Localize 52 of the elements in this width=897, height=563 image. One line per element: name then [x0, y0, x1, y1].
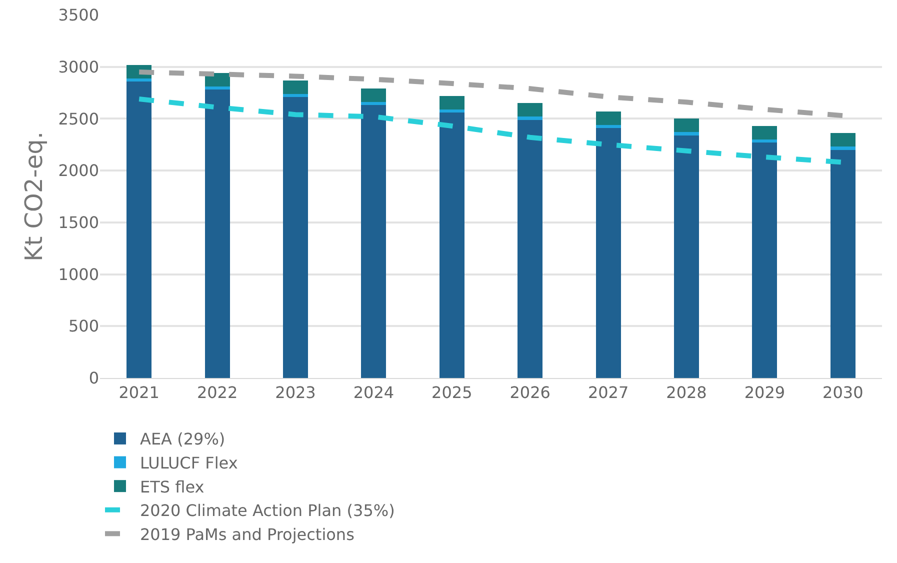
x-tick-label: 2030: [822, 383, 864, 402]
bar: [752, 126, 778, 140]
bar: [752, 142, 778, 378]
y-tick-label: 3000: [58, 57, 99, 76]
bar: [830, 133, 856, 147]
legend-label: LULUCF Flex: [140, 454, 238, 472]
legend-label: AEA (29%): [140, 430, 226, 449]
y-tick-label: 1500: [58, 213, 99, 232]
y-tick-label: 1000: [58, 264, 99, 284]
legend-label: 2020 Climate Action Plan (35%): [140, 501, 395, 520]
x-tick-label: 2025: [432, 383, 472, 402]
x-tick-label: 2022: [196, 383, 238, 402]
y-axis-title: Kt CO2-eq.: [20, 132, 48, 262]
y-tick-label: 2500: [58, 109, 99, 128]
bar: [439, 112, 464, 378]
bar: [674, 132, 700, 136]
x-tick-label: 2021: [118, 383, 160, 402]
bar: [518, 103, 543, 117]
y-tick-label: 500: [68, 316, 99, 336]
bar: [596, 111, 621, 125]
bar: [282, 96, 308, 378]
x-tick-label: 2027: [588, 383, 629, 402]
x-tick-label: 2026: [510, 383, 550, 402]
bar: [830, 150, 856, 378]
bar: [674, 118, 700, 132]
bar: [204, 90, 230, 378]
bar: [282, 80, 308, 94]
bar: [518, 116, 543, 120]
x-tick-label: 2028: [666, 383, 707, 402]
bar: [596, 128, 621, 378]
bar: [674, 135, 700, 378]
legend-label: ETS flex: [140, 477, 204, 496]
bar: [439, 96, 464, 110]
bar: [361, 102, 386, 106]
bar: [204, 86, 230, 90]
bar: [126, 81, 152, 378]
bar: [126, 78, 152, 82]
x-tick-label: 2023: [275, 383, 316, 402]
bar: [596, 124, 621, 128]
bar: [282, 94, 308, 97]
y-tick-label: 3500: [58, 6, 99, 25]
bar: [830, 146, 856, 150]
bar: [518, 120, 543, 378]
bar: [752, 139, 778, 143]
x-tick-label: 2029: [744, 383, 786, 402]
x-tick-label: 2024: [353, 383, 394, 402]
bar: [361, 88, 386, 102]
y-tick-label: 2000: [58, 161, 99, 180]
legend-label: 2019 PaMs and Projections: [140, 524, 354, 544]
bar: [361, 105, 386, 378]
bar: [439, 109, 464, 112]
y-tick-label: 0: [88, 368, 99, 388]
